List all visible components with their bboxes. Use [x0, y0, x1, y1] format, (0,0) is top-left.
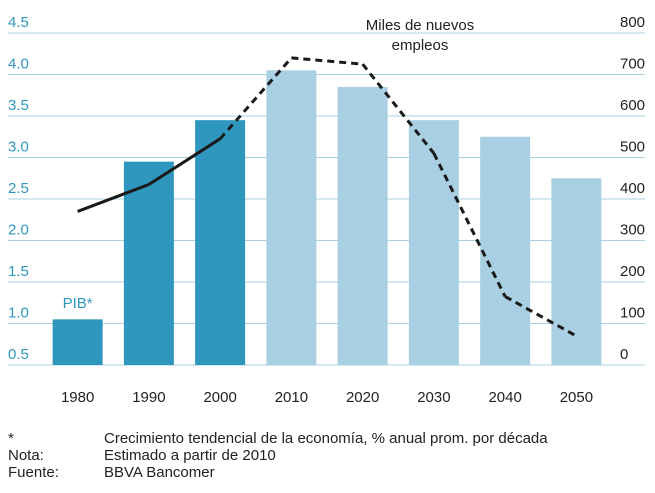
line-segment [504, 295, 578, 338]
note-text: BBVA Bancomer [104, 464, 215, 481]
y2-tick-label: 500 [620, 139, 645, 156]
bar [266, 70, 317, 365]
y-tick-label: 3.0 [8, 139, 29, 156]
note-text: Estimado a partir de 2010 [104, 447, 276, 464]
line-segment [148, 137, 221, 186]
x-tick-label: 2000 [203, 389, 236, 406]
y-tick-label: 3.5 [8, 97, 29, 114]
y2-tick-label: 600 [620, 97, 645, 114]
bar [52, 319, 103, 365]
note-row: Nota: Estimado a partir de 2010 [8, 447, 548, 464]
note-row: Fuente: BBVA Bancomer [8, 464, 548, 481]
line-segment [77, 183, 150, 213]
note-key: Fuente: [8, 464, 59, 481]
bar [337, 86, 388, 365]
bar [123, 161, 174, 365]
y2-tick-label: 0 [620, 346, 628, 363]
bar [551, 178, 602, 365]
y-tick-label: 2.5 [8, 180, 29, 197]
note-row: * Crecimiento tendencial de la economía, … [8, 430, 548, 447]
y-tick-label: 4.5 [8, 14, 29, 31]
line-segment [291, 56, 363, 66]
x-tick-label: 1990 [132, 389, 165, 406]
y-tick-label: 1.5 [8, 263, 29, 280]
y2-tick-label: 800 [620, 14, 645, 31]
x-tick-label: 2030 [417, 389, 450, 406]
x-tick-label: 1980 [61, 389, 94, 406]
chart: 0.5 1.0 1.5 2.0 2.5 3.0 3.5 4.0 4.5 0 100 200 300 400… [8, 14, 645, 406]
y2-tick-label: 200 [620, 263, 645, 280]
x-tick-label: 2050 [560, 389, 593, 406]
y2-tick-label: 300 [620, 222, 645, 239]
y2-tick-label: 100 [620, 305, 645, 322]
notes: * Crecimiento tendencial de la economía, … [8, 430, 548, 481]
y2-tick-label: 400 [620, 180, 645, 197]
bar [480, 136, 531, 365]
line-segment [432, 152, 507, 298]
x-tick-label: 2010 [275, 389, 308, 406]
bar [195, 120, 246, 366]
series-label: Miles de nuevos empleos [365, 17, 475, 54]
note-text: Crecimiento tendencial de la economía, %… [104, 430, 548, 447]
line-segment [218, 56, 293, 140]
y-tick-label: 4.0 [8, 56, 29, 73]
bar [408, 120, 459, 366]
note-key: Nota: [8, 447, 44, 464]
y-tick-label: 1.0 [8, 305, 29, 322]
y2-tick-label: 700 [620, 56, 645, 73]
x-tick-label: 2020 [346, 389, 379, 406]
series-label: PIB* [62, 295, 93, 313]
x-tick-label: 2040 [488, 389, 521, 406]
note-key: * [8, 430, 14, 447]
y-tick-label: 2.0 [8, 222, 29, 239]
y-tick-label: 0.5 [8, 346, 29, 363]
